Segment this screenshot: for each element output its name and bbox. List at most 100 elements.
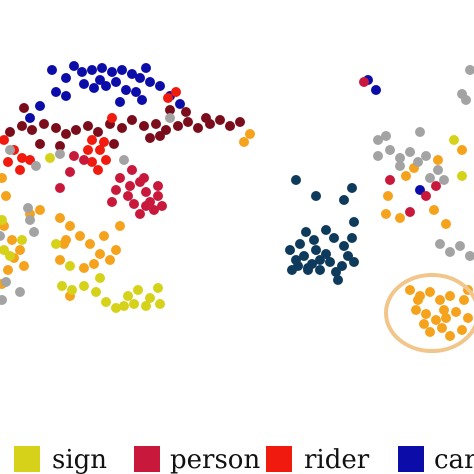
point-teal-14 — [349, 257, 359, 267]
point-maroon-26 — [165, 105, 175, 115]
point-orange-2 — [0, 173, 7, 183]
point-gray-1 — [25, 215, 35, 225]
point-rider-14 — [171, 87, 181, 97]
point-person-3 — [141, 187, 151, 197]
legend-item-rider: rider — [266, 445, 370, 474]
point-maroon-1 — [17, 121, 27, 131]
point-maroon-10 — [117, 123, 127, 133]
point-sign-22 — [449, 135, 459, 145]
point-maroon-29 — [201, 113, 211, 123]
point-orange-9 — [3, 265, 13, 275]
point-rider-13 — [163, 93, 173, 103]
point-teal-25 — [311, 191, 321, 201]
point-maroon-19 — [215, 115, 225, 125]
point-person-17 — [69, 151, 79, 161]
point-car-13 — [111, 77, 121, 87]
point-maroon-24 — [55, 141, 65, 151]
point-orange-55 — [457, 145, 467, 155]
point-sign-23 — [457, 171, 467, 181]
legend: sign person rider car — [14, 445, 474, 474]
point-car-11 — [89, 83, 99, 93]
point-car-27 — [137, 95, 147, 105]
point-gray-28 — [425, 173, 435, 183]
point-gray-29 — [395, 161, 405, 171]
point-sign-21 — [0, 215, 7, 225]
point-orange-31 — [435, 295, 445, 305]
point-person-19 — [65, 167, 75, 177]
point-maroon-3 — [39, 119, 49, 129]
point-gray-30 — [439, 175, 449, 185]
point-maroon-27 — [181, 107, 191, 117]
point-sign-6 — [91, 287, 101, 297]
point-sign-9 — [123, 291, 133, 301]
point-car-24 — [115, 97, 125, 107]
point-orange-41 — [445, 331, 455, 341]
point-orange-23 — [99, 231, 109, 241]
legend-item-sign: sign — [14, 445, 107, 474]
point-orange-47 — [413, 295, 423, 305]
point-person-5 — [153, 191, 163, 201]
point-sign-20 — [129, 299, 139, 309]
point-orange-43 — [425, 327, 435, 337]
point-teal-27 — [339, 195, 349, 205]
point-car-25 — [95, 75, 105, 85]
point-maroon-6 — [71, 125, 81, 135]
point-car-6 — [127, 69, 137, 79]
point-maroon-23 — [155, 131, 165, 141]
point-gray-15 — [413, 157, 423, 167]
point-maroon-4 — [51, 123, 61, 133]
point-teal-17 — [321, 225, 331, 235]
point-maroon-2 — [27, 125, 37, 135]
legend-label-rider: rider — [304, 445, 370, 474]
point-teal-21 — [287, 265, 297, 275]
point-orange-6 — [15, 245, 25, 255]
point-sign-5 — [79, 281, 89, 291]
point-teal-18 — [309, 235, 319, 245]
point-person-15 — [139, 173, 149, 183]
legend-item-person: person — [134, 445, 260, 474]
point-teal-29 — [303, 265, 313, 275]
point-orange-33 — [411, 305, 421, 315]
point-person-13 — [107, 197, 117, 207]
point-orange-1 — [239, 137, 249, 147]
point-person-9 — [123, 191, 133, 201]
point-gray-16 — [421, 151, 431, 161]
point-sign-3 — [57, 281, 67, 291]
point-orange-46 — [439, 305, 449, 315]
point-teal-15 — [339, 241, 349, 251]
point-orange-56 — [433, 155, 443, 165]
point-maroon-0 — [5, 127, 15, 137]
point-sign-11 — [145, 293, 155, 303]
point-teal-19 — [301, 227, 311, 237]
point-sign-12 — [155, 299, 165, 309]
point-orange-40 — [457, 325, 467, 335]
point-person-18 — [79, 155, 89, 165]
point-teal-12 — [337, 261, 347, 271]
point-car-20 — [51, 87, 61, 97]
point-orange-12 — [35, 205, 45, 215]
point-rider-15 — [107, 113, 117, 123]
point-person-10 — [135, 209, 145, 219]
point-gray-0 — [23, 203, 33, 213]
point-gray-14 — [405, 147, 415, 157]
point-orange-18 — [95, 249, 105, 259]
point-orange-51 — [441, 219, 451, 229]
point-car-21 — [35, 101, 45, 111]
point-gray-17 — [433, 165, 443, 175]
point-gray-27 — [415, 127, 425, 137]
point-gray-11 — [373, 151, 383, 161]
point-sign-18 — [95, 273, 105, 283]
point-orange-13 — [55, 213, 65, 223]
point-gray-23 — [465, 251, 474, 261]
point-car-10 — [79, 79, 89, 89]
point-orange-54 — [383, 191, 393, 201]
point-orange-35 — [431, 315, 441, 325]
point-gray-9 — [119, 155, 129, 165]
point-gray-12 — [385, 145, 395, 155]
point-teal-28 — [349, 217, 359, 227]
point-orange-27 — [59, 239, 69, 249]
point-car-23 — [141, 63, 151, 73]
point-teal-10 — [325, 257, 335, 267]
point-scatter-red-right-0 — [359, 77, 369, 87]
point-sign-4 — [67, 285, 77, 295]
